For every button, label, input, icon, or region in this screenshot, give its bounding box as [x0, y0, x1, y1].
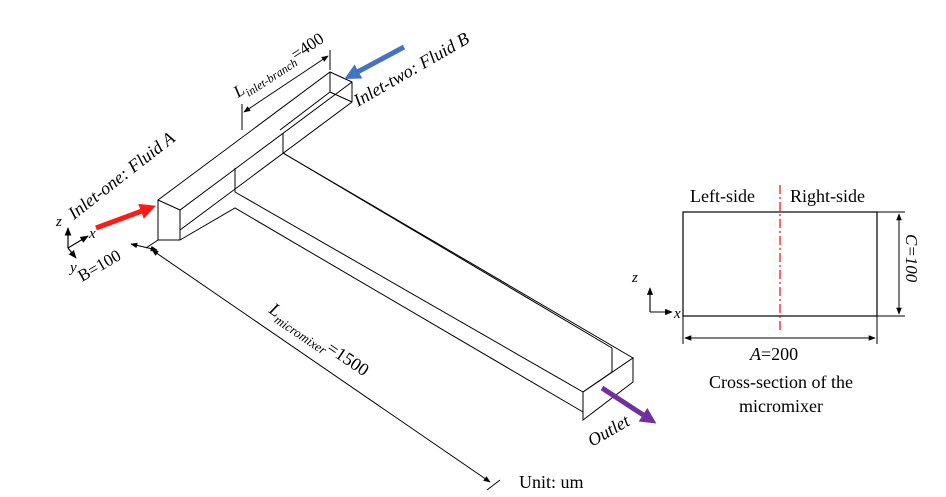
unit-label: Unit: um: [519, 472, 584, 492]
width-a-dimension: [682, 316, 878, 344]
main-channel-mid-edge: [179, 207, 584, 413]
inlet-branch-dimension-label: Linlet-branch=400: [229, 29, 329, 105]
inlet-branch-top-front-edge: [157, 81, 353, 211]
inlet-one-label: Inlet-one: Fluid A: [63, 127, 179, 224]
width-b-dimension: [130, 242, 158, 252]
main-channel-left-edge: [234, 168, 584, 420]
width-a-label: A=200: [749, 344, 798, 364]
outlet-arrow: [600, 385, 657, 424]
axes-3d: [64, 227, 89, 259]
height-c-label: C=100: [902, 234, 921, 283]
outlet-face-inner-edge: [582, 348, 613, 393]
micromixer-length-label: Lmicromixer=1500: [263, 298, 373, 383]
right-side-label: Right-side: [790, 186, 865, 206]
axis-3d-x-label: x: [88, 226, 96, 242]
inlet-one-arrow: [95, 203, 157, 231]
left-side-label: Left-side: [690, 186, 755, 206]
outlet-label: Outlet: [584, 410, 634, 450]
cross-section: Left-side Right-side C=100 A=200 z x Cro…: [631, 185, 921, 416]
main-channel-top-edge: [282, 152, 613, 349]
axis-2d-z-label: z: [631, 270, 638, 286]
axis-3d-y-label: y: [68, 260, 77, 276]
outlet-face: [582, 357, 634, 422]
inlet-two-arrow: [344, 44, 406, 80]
inlet-branch-dimension: [241, 50, 331, 130]
inlet-two-label: Inlet-two: Fluid B: [349, 28, 472, 111]
axis-2d-x-label: x: [673, 306, 681, 322]
width-b-label: B=100: [75, 246, 125, 286]
micromixer-length-dimension: [145, 239, 501, 491]
cross-section-caption-line2: micromixer: [739, 396, 823, 416]
micromixer-3d-body: [157, 71, 634, 422]
inlet-branch-outline: [157, 71, 353, 241]
height-c-dimension: [877, 211, 905, 317]
axes-2d: [646, 287, 673, 316]
axis-3d-z-label: z: [55, 214, 62, 230]
cross-section-caption-line1: Cross-section of the: [709, 372, 853, 392]
